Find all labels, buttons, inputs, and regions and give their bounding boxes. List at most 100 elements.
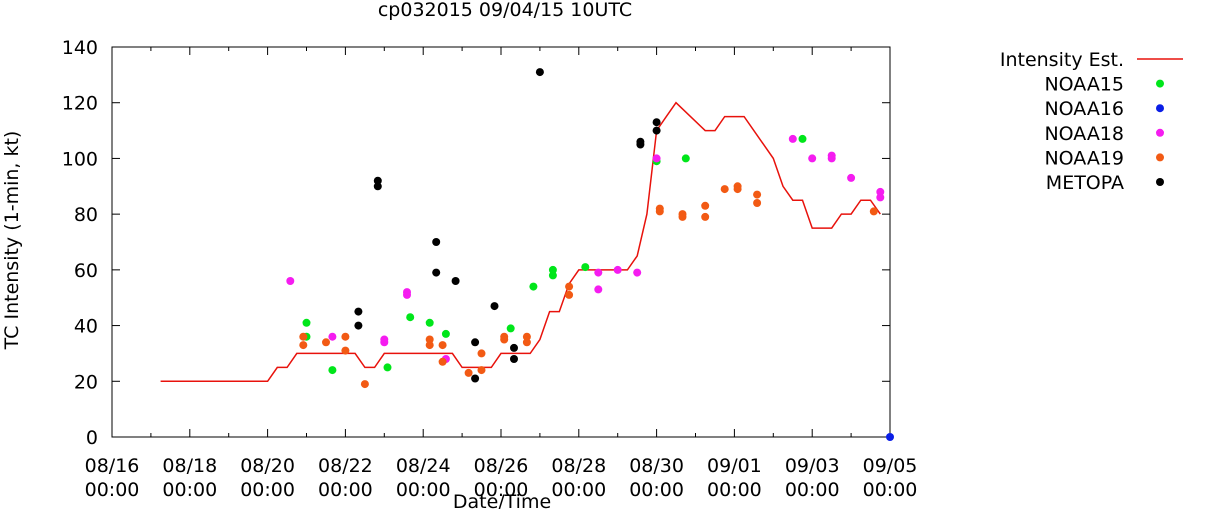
data-point-noaa19 xyxy=(438,357,447,366)
legend-swatch-noaa19 xyxy=(1156,153,1164,162)
data-point-noaa19 xyxy=(341,332,350,341)
data-point-noaa18 xyxy=(328,332,337,341)
x-tick-label-time: 00:00 xyxy=(162,479,217,501)
x-tick-label-date: 09/05 xyxy=(863,455,918,477)
data-point-noaa18 xyxy=(847,173,856,182)
y-tick-label: 20 xyxy=(74,371,98,393)
data-point-noaa19 xyxy=(341,346,350,355)
data-point-noaa19 xyxy=(655,207,664,216)
x-tick-label-time: 00:00 xyxy=(474,479,529,501)
y-tick-label: 120 xyxy=(62,93,98,115)
data-point-noaa19 xyxy=(753,199,762,207)
data-point-noaa19 xyxy=(425,341,434,350)
data-point-metopa xyxy=(451,277,460,285)
data-point-noaa18 xyxy=(652,154,661,163)
data-point-noaa19 xyxy=(360,380,369,389)
data-point-metopa xyxy=(652,126,661,135)
x-tick-label-date: 08/20 xyxy=(240,455,295,477)
x-tick-label-date: 08/26 xyxy=(474,455,529,477)
data-point-noaa19 xyxy=(565,282,574,291)
data-point-noaa19 xyxy=(299,341,308,350)
data-point-noaa19 xyxy=(477,349,486,358)
data-point-metopa xyxy=(373,182,382,191)
data-point-noaa15 xyxy=(328,366,337,375)
data-point-noaa19 xyxy=(678,212,687,221)
data-point-metopa xyxy=(652,118,661,127)
x-axis-label: Date/Time xyxy=(453,491,551,509)
data-point-noaa19 xyxy=(500,335,509,344)
x-tick-label-date: 08/24 xyxy=(396,455,451,477)
y-tick-label: 0 xyxy=(86,427,98,449)
data-point-noaa19 xyxy=(438,341,447,350)
data-point-metopa xyxy=(471,374,480,383)
axis-ticks: 02040608010012014008/1600:0008/1800:0008… xyxy=(62,37,918,501)
x-tick-label-time: 00:00 xyxy=(551,479,606,501)
chart-title: cp032015 09/04/15 10UTC xyxy=(378,0,632,21)
data-point-noaa15 xyxy=(425,318,434,327)
y-axis-label: TC Intensity (1-min, kt) xyxy=(1,131,23,351)
data-point-noaa19 xyxy=(720,185,729,194)
data-point-metopa xyxy=(510,355,518,363)
series-line-intensity-est xyxy=(160,101,881,383)
y-tick-label: 60 xyxy=(74,260,98,282)
x-tick-label-date: 08/30 xyxy=(629,455,684,477)
data-point-noaa15 xyxy=(529,282,538,291)
data-point-metopa xyxy=(373,176,382,185)
data-point-noaa15 xyxy=(548,265,557,274)
y-tick-label: 80 xyxy=(74,204,98,226)
x-tick-label-date: 08/22 xyxy=(318,455,373,477)
y-tick-label: 140 xyxy=(62,37,98,59)
data-point-noaa15 xyxy=(383,363,392,372)
data-point-metopa xyxy=(432,238,441,246)
data-point-noaa18 xyxy=(808,154,817,163)
x-tick-label-time: 00:00 xyxy=(240,479,295,501)
data-point-noaa18 xyxy=(788,134,797,143)
data-point-noaa19 xyxy=(425,335,434,344)
data-point-noaa19 xyxy=(477,366,486,375)
legend-swatch-noaa16 xyxy=(1156,104,1164,113)
data-point-metopa xyxy=(510,343,518,352)
data-point-noaa19 xyxy=(753,190,762,199)
data-point-noaa15 xyxy=(406,313,415,322)
data-point-noaa18 xyxy=(380,338,389,347)
x-tick-label-date: 09/03 xyxy=(785,455,840,477)
data-point-noaa18 xyxy=(633,268,642,277)
data-point-noaa15 xyxy=(302,318,311,327)
x-tick-label-date: 09/01 xyxy=(707,455,762,477)
data-point-noaa19 xyxy=(565,290,574,299)
data-point-metopa xyxy=(535,68,544,77)
x-tick-label-time: 00:00 xyxy=(85,479,140,501)
data-point-noaa15 xyxy=(798,134,807,143)
x-tick-label-date: 08/16 xyxy=(85,455,140,477)
data-point-noaa19 xyxy=(464,368,473,377)
data-point-noaa18 xyxy=(876,187,885,196)
x-tick-label-time: 00:00 xyxy=(318,479,373,501)
legend-label-noaa15: NOAA15 xyxy=(1044,74,1124,96)
x-tick-label-date: 08/18 xyxy=(162,455,217,477)
legend-swatch-metopa xyxy=(1156,178,1164,186)
data-point-noaa18 xyxy=(286,277,295,285)
x-tick-label-time: 00:00 xyxy=(707,479,762,501)
data-point-noaa18 xyxy=(876,193,885,202)
legend-label-intensity-est: Intensity Est. xyxy=(1000,49,1124,71)
data-point-noaa19 xyxy=(322,338,330,347)
data-point-noaa15 xyxy=(681,154,690,163)
data-point-metopa xyxy=(471,338,480,347)
x-tick-label-time: 00:00 xyxy=(785,479,840,501)
data-point-noaa18 xyxy=(594,285,603,294)
data-point-noaa19 xyxy=(522,332,531,341)
data-point-noaa19 xyxy=(733,185,742,194)
data-point-noaa19 xyxy=(869,207,878,216)
data-point-noaa18 xyxy=(827,154,836,163)
data-point-noaa18 xyxy=(403,290,411,299)
data-point-noaa19 xyxy=(701,212,710,221)
legend-label-noaa16: NOAA16 xyxy=(1044,98,1124,120)
data-point-noaa15 xyxy=(581,263,590,272)
legend-label-noaa19: NOAA19 xyxy=(1044,147,1124,169)
series-points-layer xyxy=(286,68,894,441)
data-point-metopa xyxy=(354,307,363,316)
data-point-metopa xyxy=(636,140,645,149)
data-point-noaa18 xyxy=(613,265,622,274)
